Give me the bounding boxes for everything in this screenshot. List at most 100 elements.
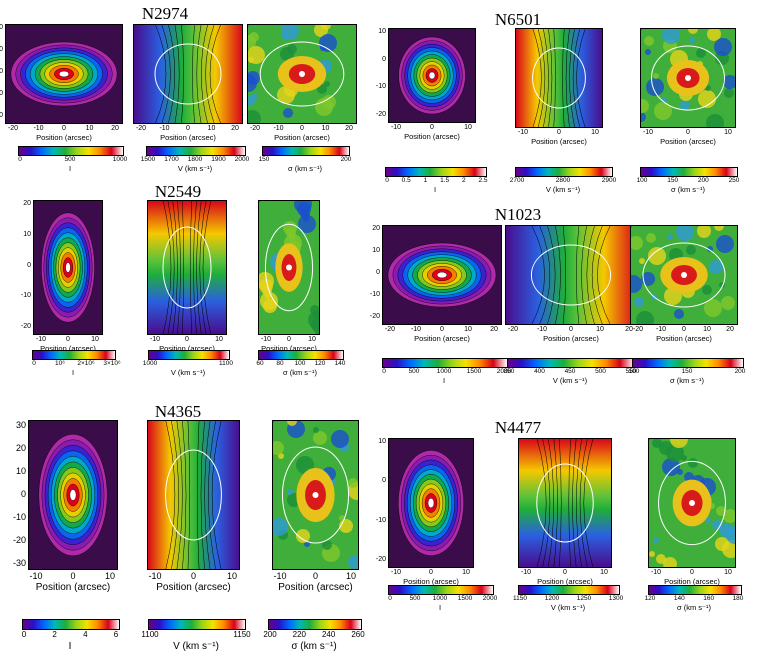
dispersion-colorbar [648,585,742,595]
intensity-colorbar [22,619,120,630]
x-tick-label: 10 [591,129,599,136]
y-tick-label: 10 [15,466,26,476]
y-tick-label: 20 [372,225,380,232]
x-tick-label: 10 [464,124,472,131]
colorbar-tick-label: 100 [628,368,640,375]
x-axis-label: Position (arcsec) [403,577,459,586]
x-tick-label: 20 [726,326,734,333]
colorbar-tick-label: 1 [423,177,428,184]
x-tick-label: -10 [29,571,43,581]
x-tick-label: -20 [507,326,519,333]
x-tick-label: 20 [490,326,498,333]
x-tick-label: -10 [517,129,529,136]
colorbar-label: I [438,603,442,612]
colorbar-tick-label: 260 [351,630,365,639]
x-tick-label: -20 [632,326,644,333]
velocity-colorbar [518,585,620,595]
x-axis-label: Position (arcsec) [531,137,587,146]
galaxy-title: N4477 [494,418,542,437]
x-tick-label: 0 [190,571,196,581]
colorbar-tick-label: 1150 [233,630,251,639]
colorbar-tick-label: 1900 [211,156,226,163]
colorbar-tick-label: 2800 [555,177,571,184]
intensity-map [28,420,118,570]
y-tick-label: 10 [378,438,386,445]
colorbar-tick-label: 0 [388,595,392,602]
colorbar-tick-label: 500 [64,156,76,163]
colorbar-tick-label: 10⁶ [55,360,65,367]
y-tick-label: 20 [0,24,3,31]
x-axis-label: Position (arcsec) [274,133,330,142]
y-tick-label: 10 [23,230,31,238]
colorbar-label: σ (km s⁻¹) [288,164,322,173]
y-tick-label: -30 [12,558,26,568]
colorbar-label: V (km s⁻¹) [177,164,213,173]
x-tick-label: 10 [207,125,216,132]
colorbar-tick-label: 220 [292,630,306,639]
colorbar-tick-label: 1000 [112,156,128,163]
x-tick-label: 0 [557,129,561,136]
y-tick-label: -20 [0,112,3,119]
dispersion-colorbar [640,167,738,177]
y-tick-label: 10 [378,28,386,35]
intensity-colorbar [385,167,487,177]
x-tick-label: 0 [430,124,434,131]
colorbar-tick-label: 60 [256,360,264,367]
x-tick-label: 20 [345,125,353,132]
colorbar-tick-label: 1800 [187,156,203,163]
colorbar-tick-label: 0 [32,360,36,367]
x-tick-label: 10 [464,326,472,333]
x-tick-label: 10 [462,569,470,576]
colorbar-tick-label: 2 [461,177,466,184]
x-tick-label: 0 [429,569,433,576]
velocity-colorbar [515,167,613,177]
velocity-colorbar [148,350,230,360]
x-tick-label: 10 [321,125,330,132]
colorbar-label: σ (km s⁻¹) [677,603,711,612]
colorbar-tick-label: 0 [21,630,27,639]
x-axis-label: Position (arcsec) [537,577,593,586]
colorbar-tick-label: 150 [258,156,270,163]
colorbar-tick-label: 1100 [141,630,159,639]
x-tick-label: 10 [91,336,99,343]
x-tick-label: 0 [186,125,190,132]
colorbar-label: V (km s⁻¹) [170,368,206,377]
x-tick-label: 0 [682,326,686,333]
x-tick-label: 20 [625,326,633,333]
colorbar-label: V (km s⁻¹) [550,603,586,612]
x-tick-label: 10 [345,571,356,581]
colorbar-tick-label: 1000 [142,360,158,367]
colorbar-label: V (km s⁻¹) [552,376,588,385]
x-axis-label: Position (arcsec) [278,582,353,593]
x-axis-label: Position (arcsec) [159,344,215,353]
colorbar-tick-label: 3×10⁶ [103,360,121,367]
colorbar-label: σ (km s⁻¹) [283,368,317,377]
x-axis-label: Position (arcsec) [404,132,460,141]
x-tick-label: -10 [410,326,422,333]
colorbar-tick-label: 200 [263,630,277,639]
x-tick-label: 0 [185,336,189,343]
colorbar-tick-label: 1.5 [440,177,450,184]
colorbar-label: I [68,641,72,652]
colorbar-tick-label: 1100 [219,360,233,367]
x-tick-label: -10 [260,336,272,343]
x-axis-label: Position (arcsec) [40,344,96,353]
colorbar-tick-label: 2000 [496,368,512,375]
x-tick-label: 10 [703,326,711,333]
velocity-map [515,28,603,128]
colorbar-tick-label: 450 [564,368,576,375]
colorbar-tick-label: 400 [534,368,545,375]
colorbar-tick-label: 1000 [436,368,452,375]
x-tick-label: -20 [384,326,396,333]
x-axis-label: Position (arcsec) [160,133,216,142]
colorbar-tick-label: 250 [728,177,740,184]
x-tick-label: 20 [111,125,119,132]
colorbar-tick-label: 160 [703,595,715,602]
y-tick-label: 0 [27,261,31,269]
y-tick-label: -10 [0,90,3,97]
x-tick-label: -20 [249,125,261,132]
y-tick-label: 20 [15,443,26,453]
x-axis-label: Position (arcsec) [261,344,317,353]
x-tick-label: 10 [308,336,316,343]
colorbar-tick-label: 1700 [164,156,179,163]
